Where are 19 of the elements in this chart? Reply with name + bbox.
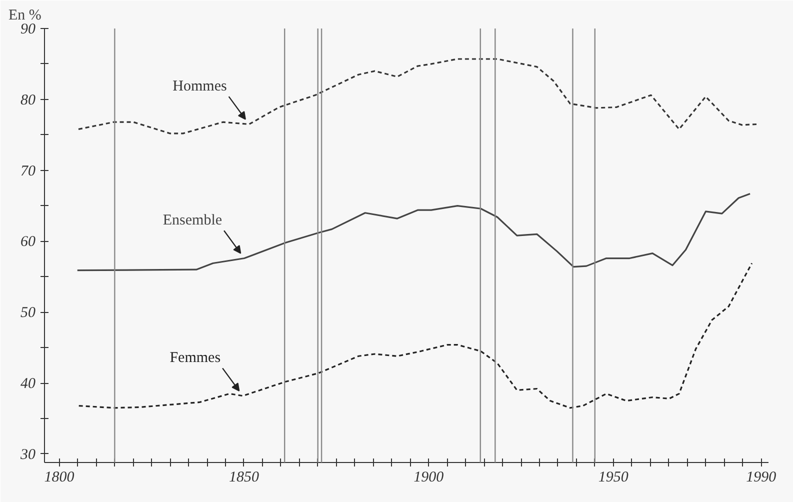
x-tick-label: 1850 [228,470,260,486]
x-tick-label: 1950 [598,470,629,486]
series-label: Hommes [172,78,227,95]
series-label: Femmes [170,350,221,366]
text: Ensemble [162,212,222,229]
y-tick-label: 30 [20,446,36,463]
x-tick-label: 1990 [746,470,777,486]
y-tick-label: 80 [20,92,36,108]
y-tick-label: 50 [20,305,36,322]
y-tick-label: 60 [20,234,36,250]
line-series [78,58,758,134]
y-tick-label: 70 [20,163,36,180]
x-tick-label: 1800 [44,470,75,486]
x-tick-label: 1900 [414,470,444,486]
y-axis-title: En % [8,8,42,24]
line-series [78,262,753,409]
y-tick-label: 40 [20,376,36,392]
line-series [76,192,751,272]
y-tick-label: 90 [20,22,36,38]
